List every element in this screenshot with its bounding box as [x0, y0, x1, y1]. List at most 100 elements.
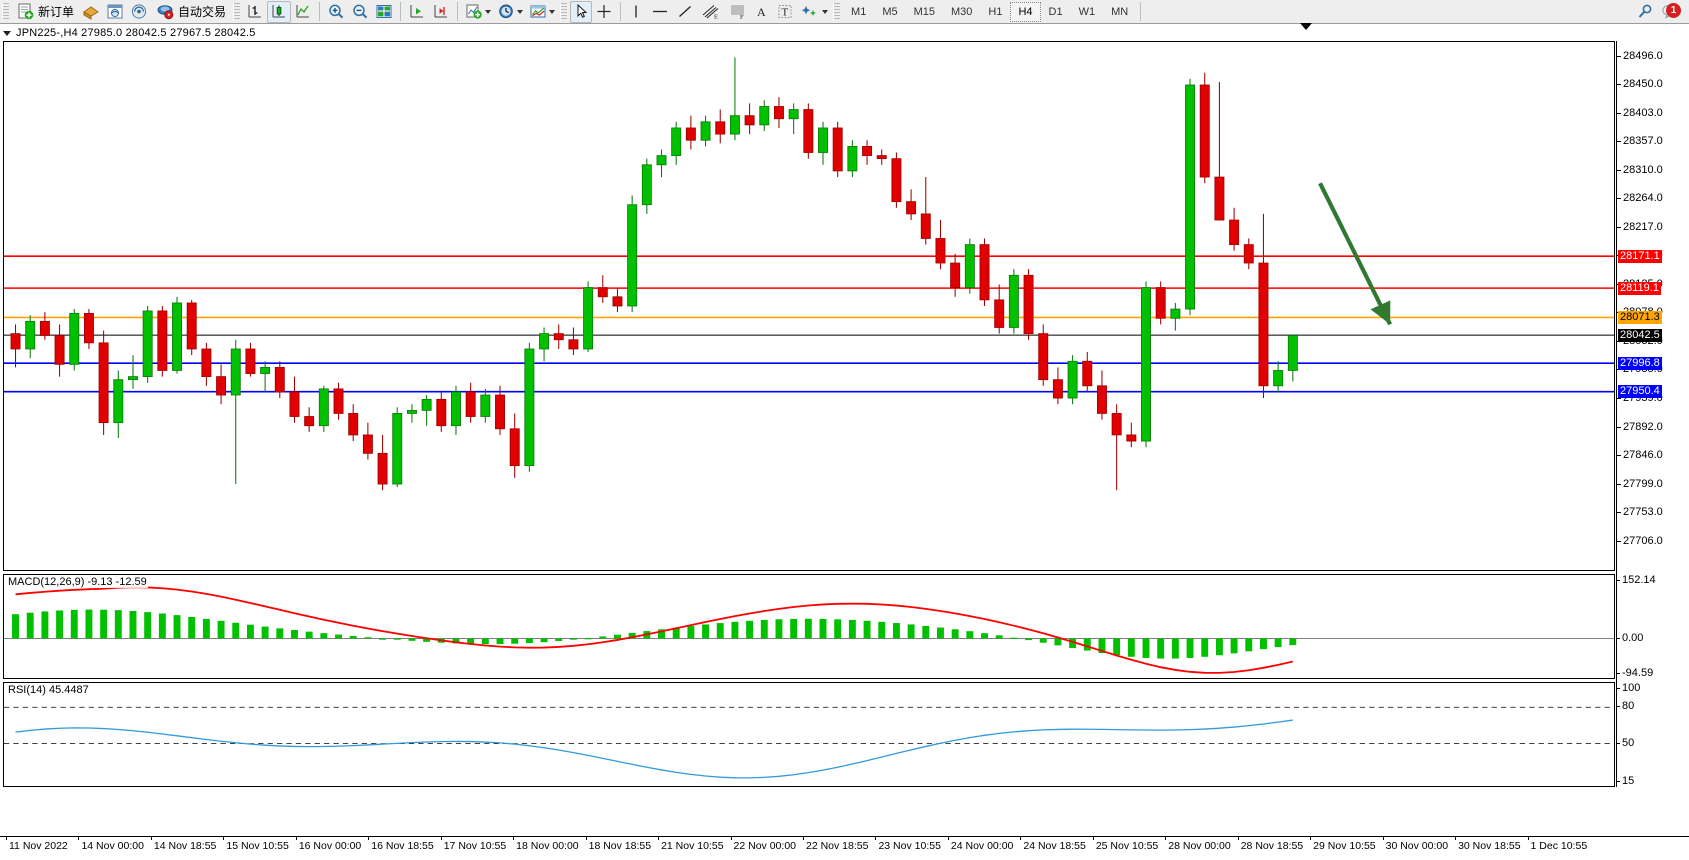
zoom-out-button[interactable]: [348, 1, 372, 23]
signals-button[interactable]: [127, 1, 151, 23]
candle-body: [113, 379, 124, 424]
macd-histogram-bar: [1098, 638, 1106, 654]
candle-body: [1141, 287, 1151, 442]
shapes-button[interactable]: [797, 1, 831, 23]
macd-chart-canvas[interactable]: [4, 575, 1614, 678]
zoom-in-button[interactable]: [324, 1, 348, 23]
time-axis-label: 30 Nov 00:00: [1385, 840, 1449, 852]
chart-shift-icon: [410, 5, 424, 18]
macd-histogram-bar: [790, 618, 798, 639]
new-order-button[interactable]: 新订单: [12, 1, 79, 23]
candle-body: [1229, 219, 1240, 246]
chart-scroll-caret-icon[interactable]: [1300, 23, 1312, 30]
price-level-badge-support[interactable]: 27996.8: [1618, 356, 1662, 370]
time-axis-label: 14 Nov 00:00: [81, 840, 144, 852]
shapes-chevron-down-icon[interactable]: [822, 9, 829, 14]
fibonacci-button[interactable]: F: [725, 1, 751, 23]
price-pane[interactable]: [3, 41, 1615, 571]
time-axis-tick: [440, 837, 442, 840]
text-box-button[interactable]: T: [773, 1, 797, 23]
price-level-badge-resistance[interactable]: 28171.1: [1618, 249, 1662, 263]
data-window-button[interactable]: [103, 1, 127, 23]
timeframe-h4[interactable]: H4: [1010, 1, 1041, 22]
macd-histogram-bar: [188, 616, 196, 639]
auto-scroll-button[interactable]: [429, 1, 453, 23]
timeframe-mn[interactable]: MN: [1111, 5, 1129, 18]
price-level-badge-current-price[interactable]: 28042.5: [1618, 328, 1662, 342]
macd-histogram-bar: [892, 623, 900, 639]
indicators-chevron-down-icon[interactable]: [485, 9, 492, 14]
candle-body: [1052, 379, 1063, 399]
time-axis-label: 23 Nov 10:55: [878, 840, 941, 852]
timeframe-m30[interactable]: M30: [951, 5, 973, 18]
text-label-button[interactable]: A: [751, 1, 773, 23]
price-level-badge-resistance[interactable]: 28119.1: [1618, 281, 1661, 295]
toolbar-grip-3[interactable]: [560, 2, 568, 21]
price-level-badge-support[interactable]: 27950.4: [1618, 385, 1662, 399]
notification-button[interactable]: 1: [1657, 1, 1685, 23]
horizontal-line-button[interactable]: [647, 1, 673, 23]
macd-histogram-bar: [1142, 638, 1150, 658]
svg-text:A: A: [757, 5, 766, 19]
time-axis[interactable]: 11 Nov 2022 14 Nov 00:00 14 Nov 18:55 15 No…: [0, 836, 1689, 860]
candlestick-chart-button[interactable]: [267, 0, 292, 23]
price-chart-canvas[interactable]: [4, 42, 1614, 570]
svg-text:E: E: [714, 14, 718, 21]
indicators-button[interactable]: [462, 1, 494, 23]
expert-advisor-button[interactable]: [79, 1, 103, 23]
toolbar-grip-4[interactable]: [833, 2, 841, 21]
periods-chevron-down-icon[interactable]: [517, 9, 524, 14]
candle-body: [744, 115, 755, 126]
trendline-button[interactable]: [673, 1, 697, 23]
fibonacci-icon: F: [731, 5, 745, 20]
macd-pane[interactable]: MACD(12,26,9) -9.13 -12.59: [3, 574, 1615, 679]
price-axis[interactable]: 28496.0 28450.0 28403.0 28357.0 28310.0 28264…: [1616, 41, 1689, 787]
candle-body: [1273, 370, 1284, 387]
macd-histogram-bar: [525, 638, 533, 644]
chart-shift-button[interactable]: [405, 1, 429, 23]
price-level-badge-pivot[interactable]: 28071.3: [1618, 310, 1662, 324]
macd-histogram-bar: [907, 624, 915, 639]
timeframe-h1[interactable]: H1: [988, 5, 1003, 18]
time-axis-tick: [803, 837, 804, 840]
candle-body: [553, 333, 564, 341]
equidistant-channel-button[interactable]: E: [697, 1, 725, 23]
toolbar-grip-1[interactable]: [2, 2, 9, 21]
timeframe-d1[interactable]: D1: [1048, 5, 1063, 18]
rsi-pane[interactable]: RSI(14) 45.4487: [3, 682, 1615, 787]
toolbar-separator-4: [620, 2, 622, 21]
line-chart-button[interactable]: [291, 1, 315, 23]
candle-body: [597, 287, 608, 298]
macd-histogram-bar: [467, 638, 475, 644]
candlestick-chart-icon: [272, 5, 286, 18]
candle-body: [1096, 385, 1107, 414]
autotrading-button[interactable]: 自动交易: [151, 1, 231, 23]
main-toolbar: 新订单: [0, 0, 1689, 24]
crosshair-button[interactable]: [592, 1, 616, 23]
rsi-chart-canvas[interactable]: [4, 683, 1614, 786]
rsi-axis: 100 80 50 15: [1616, 682, 1689, 787]
templates-chevron-down-icon[interactable]: [549, 9, 556, 14]
cursor-button[interactable]: [570, 0, 593, 23]
candle-body: [876, 155, 887, 160]
periods-button[interactable]: [494, 1, 526, 23]
timeframe-m15[interactable]: M15: [913, 5, 935, 18]
vertical-line-button[interactable]: [625, 1, 647, 23]
macd-histogram-bar: [85, 609, 93, 639]
timeframe-w1[interactable]: W1: [1078, 5, 1096, 18]
candle-body: [10, 333, 21, 350]
search-button[interactable]: [1633, 1, 1657, 23]
indicators-icon: [466, 4, 482, 19]
bar-chart-button[interactable]: [243, 1, 267, 23]
candle-body: [1199, 84, 1210, 178]
templates-button[interactable]: [526, 1, 558, 23]
candle-body: [1111, 413, 1122, 436]
toolbar-grip-2[interactable]: [233, 2, 241, 21]
timeframe-m5[interactable]: M5: [882, 5, 898, 18]
symbol-dropdown-caret-icon[interactable]: [3, 30, 11, 36]
time-axis-tick: [1310, 837, 1312, 840]
macd-histogram-bar: [716, 623, 724, 639]
timeframe-m1[interactable]: M1: [851, 5, 867, 18]
macd-signal-line: [15, 586, 1294, 674]
tile-windows-button[interactable]: [372, 1, 396, 23]
